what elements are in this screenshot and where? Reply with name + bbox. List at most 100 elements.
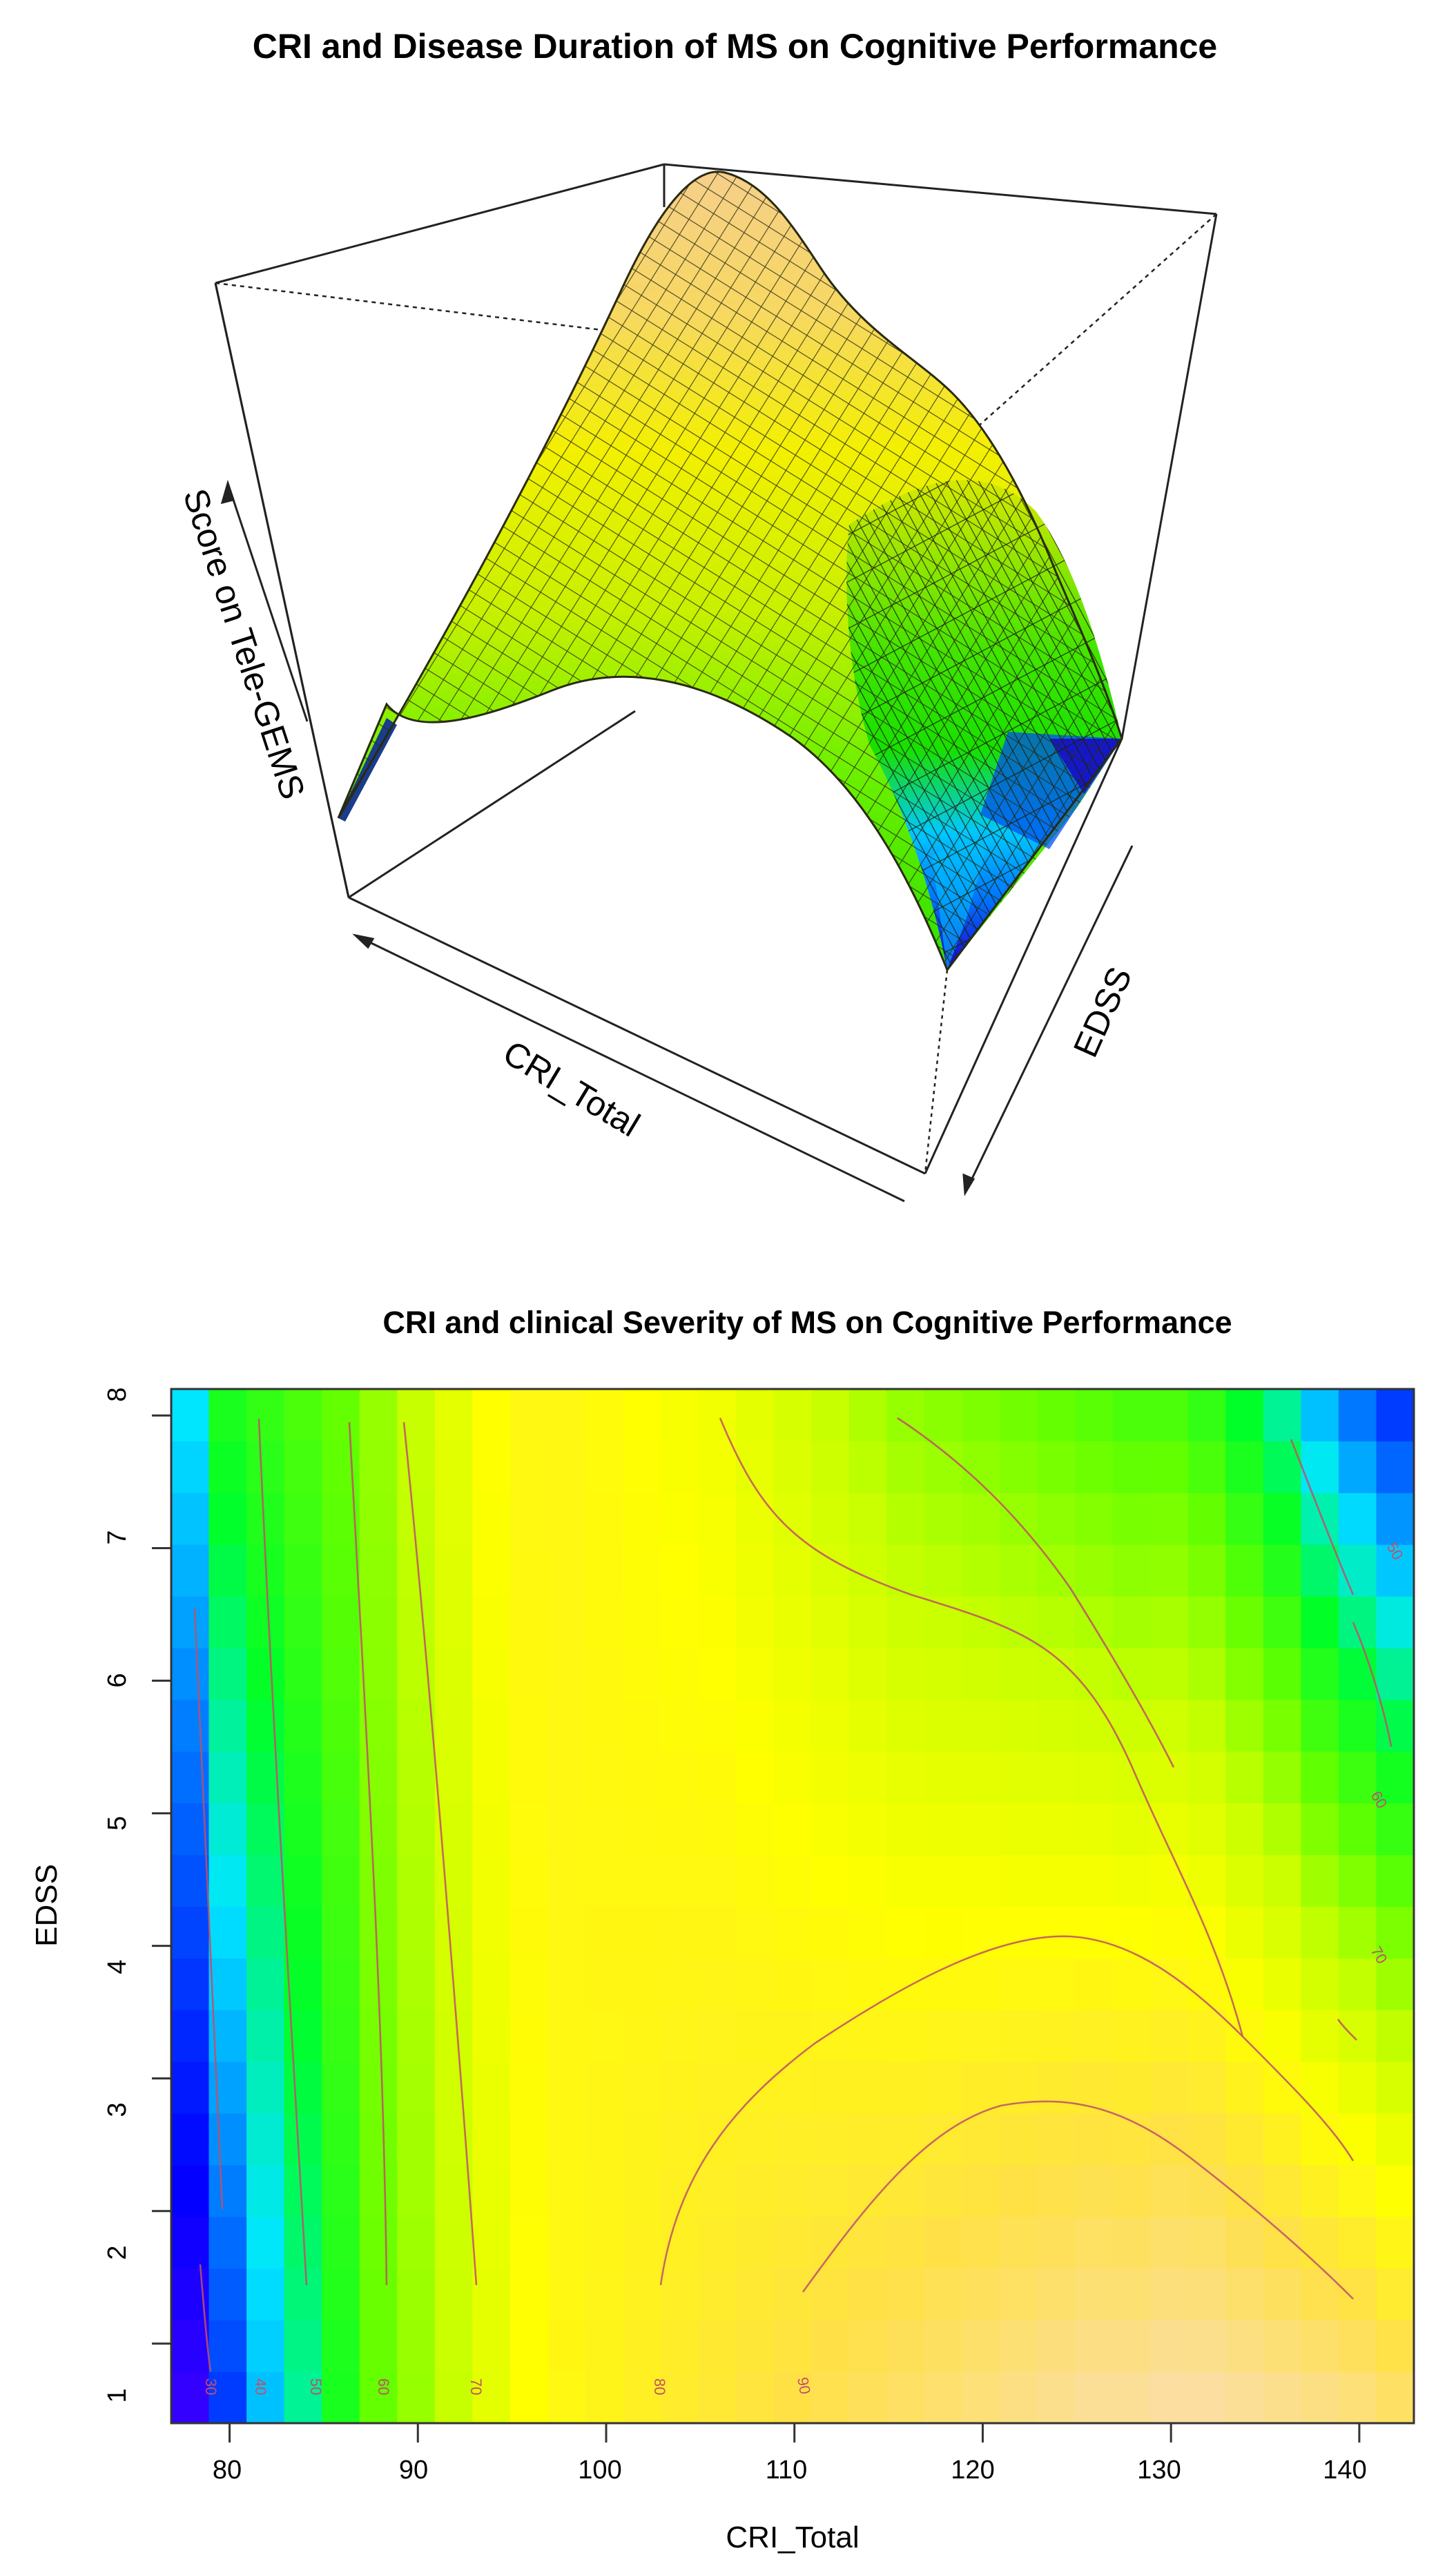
heatmap-cell (623, 1957, 661, 2010)
heatmap-cell (736, 2320, 775, 2373)
heatmap-cell (509, 1803, 549, 1856)
heatmap-cell (1187, 1906, 1227, 1959)
heatmap-cell (661, 1803, 699, 1856)
heatmap-cell (1037, 1647, 1076, 1700)
heatmap-cell (434, 2268, 474, 2321)
heatmap-cell (962, 2113, 1000, 2166)
heatmap-cell (811, 2320, 850, 2373)
heatmap-cell (924, 1854, 963, 1907)
heatmap-cell (886, 2164, 925, 2217)
heatmap-cell (661, 1751, 699, 1804)
heatmap-cell (1301, 2113, 1339, 2166)
heatmap-cell (1075, 1699, 1114, 1752)
heatmap-cell (322, 2009, 360, 2062)
contour-label: 60 (375, 2378, 392, 2395)
heatmap-cell (246, 1595, 285, 1649)
heatmap-cell (171, 1751, 210, 1804)
heatmap-cell (1376, 1647, 1415, 1700)
heatmap-cell (397, 2371, 436, 2424)
heatmap-cell (1187, 1957, 1227, 2010)
heatmap-cell (1263, 1957, 1302, 2010)
heatmap-cell (397, 1595, 436, 1649)
heatmap-cell (1376, 1492, 1415, 1545)
heatmap-cell (1301, 1440, 1339, 1493)
heatmap-cell (1150, 2268, 1189, 2321)
heatmap-cell (1037, 2164, 1076, 2217)
heatmap-cell (848, 1544, 888, 1597)
heatmap-cell (623, 2061, 661, 2114)
heatmap-cell (1187, 2268, 1227, 2321)
heatmap-cell (472, 2268, 511, 2321)
heatmap-cell (1338, 2216, 1377, 2269)
heatmap-cell (1150, 2164, 1189, 2217)
heatmap-cell (1225, 1544, 1264, 1597)
heatmap-cell (171, 2009, 210, 2062)
heatmap-cell (1150, 2216, 1189, 2269)
heatmap-cell (924, 2113, 963, 2166)
heatmap-cell (1150, 1544, 1189, 1597)
heatmap-cell (1187, 2371, 1227, 2424)
heatmap-cell (962, 1906, 1000, 1959)
heatmap-cell (1187, 1440, 1227, 1493)
heatmap-cell (661, 2216, 699, 2269)
heatmap-cell (585, 1595, 624, 1649)
heatmap-cell (886, 1647, 925, 1700)
heatmap-cell (1263, 1389, 1302, 1441)
heatmap-cell (773, 2216, 813, 2269)
heatmap-cell (472, 2061, 511, 2114)
heatmap-cell (924, 1957, 963, 2010)
heatmap-cell (1225, 1957, 1264, 2010)
heatmap-cell (246, 2164, 285, 2217)
heatmap-cell (661, 1440, 699, 1493)
heatmap-cell (736, 2371, 775, 2424)
heatmap-cell (322, 1751, 360, 1804)
heatmap-cell (359, 1854, 398, 1907)
heatmap-cell (472, 2216, 511, 2269)
heatmap-cell (848, 1440, 888, 1493)
heatmap-cell (397, 1803, 436, 1856)
heatmap-cell (246, 2268, 285, 2321)
heatmap-cell (1000, 2113, 1038, 2166)
heatmap-cell (1000, 2371, 1038, 2424)
heatmap-cells (171, 1389, 1415, 2424)
heatmap-cell (1225, 1906, 1264, 1959)
heatmap-cell (472, 1595, 511, 1649)
heatmap-cell (322, 1647, 360, 1700)
heatmap-cell (547, 2268, 586, 2321)
heatmap-cell (585, 2320, 624, 2373)
y-tick-label: 5 (103, 1816, 132, 1830)
heatmap-cell (434, 1595, 474, 1649)
heatmap-cell (698, 1854, 737, 1907)
heatmap-cell (322, 2371, 360, 2424)
heatmap-cell (736, 1595, 775, 1649)
heatmap-cell (208, 2320, 247, 2373)
heatmap-cell (736, 1699, 775, 1752)
heatmap-cell (661, 1906, 699, 1959)
heatmap-cell (1037, 1389, 1076, 1441)
heatmap-cell (736, 1492, 775, 1545)
heatmap-cell (623, 1803, 661, 1856)
heatmap-cell (1263, 1647, 1302, 1700)
heatmap-cell (811, 1906, 850, 1959)
heatmap-cell (284, 1751, 323, 1804)
heatmap-cell (661, 2061, 699, 2114)
heatmap-cell (1112, 2113, 1152, 2166)
heatmap-cell (736, 2061, 775, 2114)
heatmap-cell (962, 1492, 1000, 1545)
heatmap-cell (1000, 1854, 1038, 1907)
heatmap-cell (246, 1803, 285, 1856)
heatmap-cell (1376, 1854, 1415, 1907)
heatmap-cell (1225, 1803, 1264, 1856)
heatmap-cell (1150, 1647, 1189, 1700)
y-tick-label: 7 (103, 1530, 132, 1544)
heatmap-cell (246, 1440, 285, 1493)
heatmap-cell (434, 1906, 474, 1959)
heatmap-cell (1037, 2320, 1076, 2373)
heatmap-cell (1037, 2371, 1076, 2424)
heatmap-cell (962, 1854, 1000, 1907)
heatmap-cell (472, 1647, 511, 1700)
heatmap-cell (472, 1699, 511, 1752)
heatmap-cell (736, 1440, 775, 1493)
heatmap-cell (661, 2113, 699, 2166)
heatmap-cell (1187, 1803, 1227, 1856)
